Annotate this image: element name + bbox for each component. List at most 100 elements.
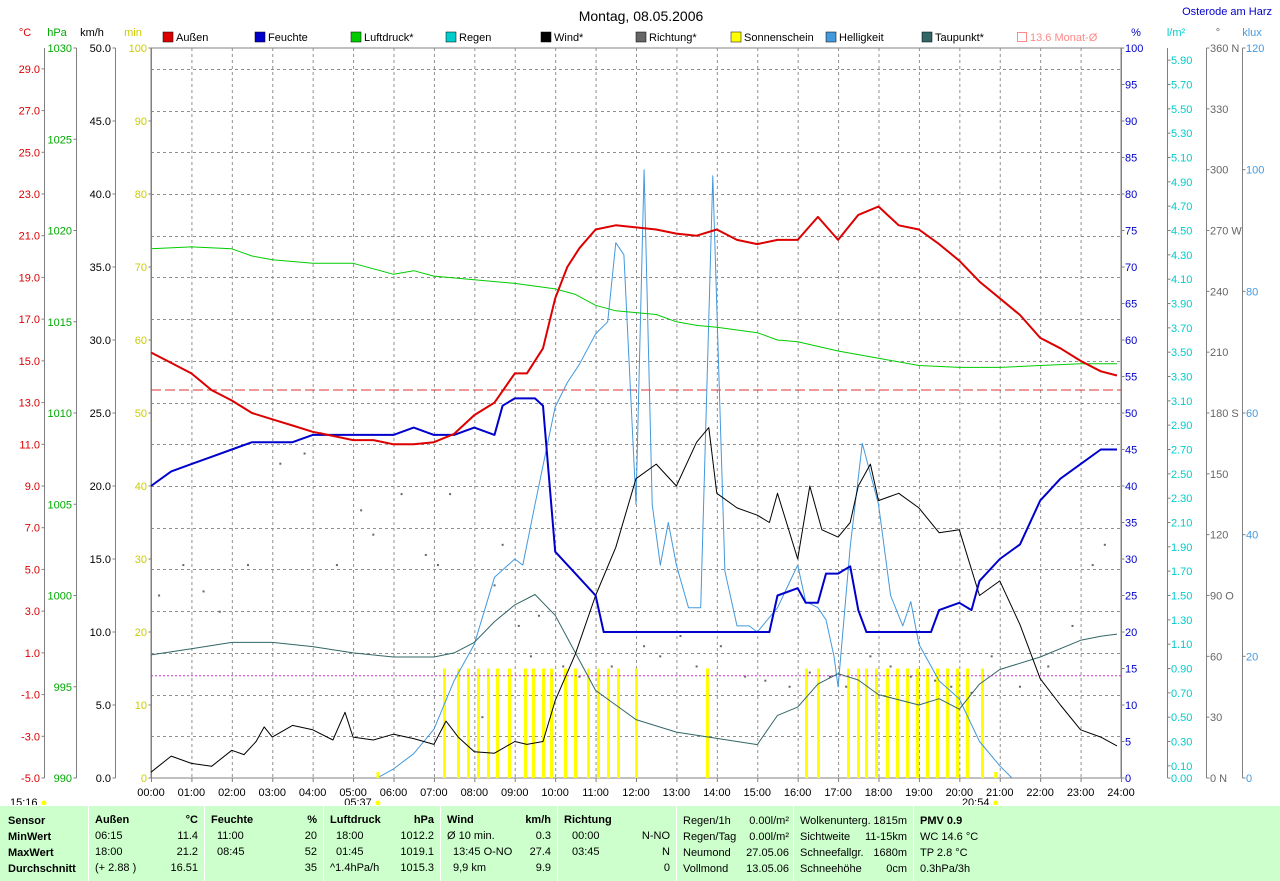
axis-tick-label: 1005 <box>48 499 72 511</box>
luftdruck-min-value: 1012.2 <box>400 830 434 842</box>
legend-label: Sonnenschein <box>744 32 814 44</box>
aussen-min-time: 06:15 <box>95 830 123 842</box>
richtung-min-value: N-NO <box>641 830 670 842</box>
axis-tick-label: 240 <box>1210 286 1228 298</box>
wind-max-time: 13:45 O-NO <box>453 846 513 858</box>
regen-tag-value: 0.00l/m² <box>749 831 789 843</box>
direction-dot <box>643 645 646 648</box>
direction-dot <box>182 564 185 567</box>
legend-swatch <box>254 31 266 43</box>
unit-lux: klux <box>1242 27 1262 39</box>
axis-tick-label: 40 <box>1246 530 1258 542</box>
legend-label: Außen <box>176 32 208 44</box>
axis-tick-label: 1.10 <box>1171 639 1192 651</box>
axis-tick-label: 995 <box>54 682 72 694</box>
axis-tick-label: 40.0 <box>90 189 111 201</box>
axis-tick-label: 270 W <box>1210 226 1242 238</box>
richtung-max-time: 03:45 <box>572 846 600 858</box>
direction-dot <box>360 509 363 512</box>
legend-item-3: Luftdruck* <box>350 31 414 44</box>
sunset-label: 20:54 <box>962 797 990 805</box>
axis-tick-label: 360 N <box>1210 43 1239 55</box>
axis-wind: 0.0 5.0 10.0 15.0 20.0 25.0 30.0 35.0 40.0 45.0 50… <box>90 43 116 785</box>
axis-tick-label: 45.0 <box>90 116 111 128</box>
luftdruck-trend: ^1.4hPa/h <box>330 862 380 874</box>
axis-tick-label: 19.0 <box>19 272 40 284</box>
series-luftdruck <box>150 246 1117 368</box>
axis-tick-label: 2.30 <box>1171 493 1192 505</box>
direction-dot <box>909 675 912 678</box>
axis-tick-label: 0.50 <box>1171 712 1192 724</box>
axis-sun: 0 10 20 30 40 50 60 70 80 90 100 <box>129 43 152 785</box>
legend-label: Wind* <box>554 32 584 44</box>
axis-tick-label: 70 <box>1125 262 1137 274</box>
schneehoehe-value: 0cm <box>886 863 907 875</box>
regen-1h-value: 0.00l/m² <box>749 815 789 827</box>
axis-tick-label: 4.10 <box>1171 274 1192 286</box>
axis-tick-label: 25.0 <box>19 147 40 159</box>
axis-tick-label: 2.50 <box>1171 469 1192 481</box>
legend-item-8: Helligkeit <box>825 31 884 44</box>
pmv-trend: 0.3hPa/3h <box>920 863 971 875</box>
direction-dot <box>247 564 249 567</box>
direction-dot <box>679 635 682 638</box>
direction-dot <box>610 665 613 668</box>
legend-item-2: Feuchte <box>254 31 308 44</box>
axis-tick-label: 5.10 <box>1171 153 1192 165</box>
axis-tick-label: 3.0 <box>25 606 40 618</box>
direction-dot <box>1103 543 1106 546</box>
axis-tick-label: 75 <box>1125 226 1137 238</box>
axis-tick-label: 10 <box>1125 700 1137 712</box>
x-tick-label: 13:00 <box>663 787 691 799</box>
panel-col-feuchte: Feuchte % 11:00 20 08:45 52 35 <box>205 806 324 881</box>
axis-tick-label: 3.10 <box>1171 396 1192 408</box>
axis-tick-label: 85 <box>1125 153 1137 165</box>
axis-tick-label: 0 N <box>1210 773 1227 785</box>
x-tick-label: 12:00 <box>622 787 650 799</box>
axis-tick-label: 2.70 <box>1171 445 1192 457</box>
axis-tick-label: 0 <box>1246 773 1252 785</box>
axis-tick-label: 300 <box>1210 165 1228 177</box>
axis-rain: 0.000.10 0.30 0.50 0.70 0.90 1.10 1.30 1.50 1.70… <box>1167 48 1192 785</box>
axis-tick-label: 3.50 <box>1171 347 1192 359</box>
axis-tick-label: 5.0 <box>96 700 111 712</box>
axis-tick-label: 13.0 <box>19 398 40 410</box>
direction-dot <box>970 691 973 694</box>
series-aussen <box>150 205 1118 446</box>
feuchte-max-value: 52 <box>304 846 317 858</box>
x-tick-label: 04:00 <box>299 787 327 799</box>
aussen-avg-value: 16.51 <box>170 862 198 874</box>
legend-swatch <box>445 31 457 43</box>
axis-tick-label: 1025 <box>48 134 72 146</box>
sensor-min: MinWert <box>8 831 52 843</box>
axis-tick-label: 5.0 <box>25 564 40 576</box>
legend-item-10: 13.6 Monat-Ø <box>1017 32 1098 44</box>
aussen-header: Außen <box>95 814 130 826</box>
wind-header: Wind <box>447 814 474 826</box>
legend-item-6: Richtung* <box>635 31 697 44</box>
direction-dot <box>481 716 484 719</box>
direction-dot <box>695 665 698 668</box>
axis-tick-label: 5 <box>1125 737 1131 749</box>
axis-tick-label: 30 <box>1125 554 1137 566</box>
axis-tick-label: 120 <box>1246 43 1264 55</box>
axis-tick-label: 150 <box>1210 469 1228 481</box>
axis-tick-label: 60 <box>1125 335 1137 347</box>
feuchte-max-time: 08:45 <box>217 846 245 858</box>
feuchte-min-value: 20 <box>304 830 317 842</box>
x-tick-label: 17:00 <box>824 787 852 799</box>
axis-tick-label: 4.50 <box>1171 226 1192 238</box>
x-tick-label: 07:00 <box>420 787 448 799</box>
chart-plot <box>150 169 1121 779</box>
axis-tick-label: 1.30 <box>1171 615 1192 627</box>
axis-tick-label: 3.70 <box>1171 323 1192 335</box>
legend-item-1: Außen <box>162 31 208 44</box>
axis-tick-label: 1015 <box>48 317 72 329</box>
axis-tick-label: 5.50 <box>1171 104 1192 116</box>
pmv-wc: WC 14.6 °C <box>920 831 979 843</box>
pmv-tp: TP 2.8 °C <box>920 847 968 859</box>
legend-label: Richtung* <box>649 32 697 44</box>
axis-tick-label: 20 <box>1125 627 1137 639</box>
x-tick-label: 18:00 <box>865 787 893 799</box>
axis-tick-label: 1020 <box>48 226 72 238</box>
